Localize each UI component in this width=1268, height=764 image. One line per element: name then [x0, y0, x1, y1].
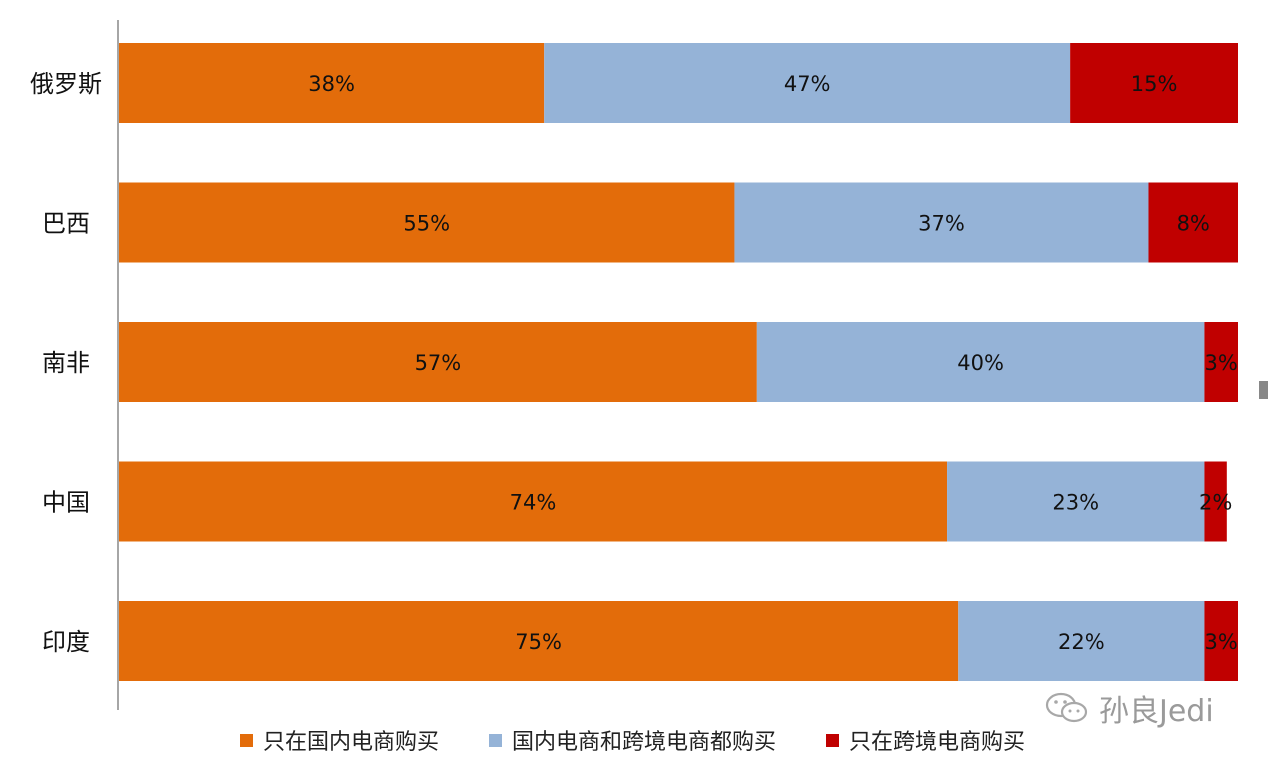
legend-label-domestic-only: 只在国内电商购买 [263, 730, 440, 755]
watermark: 孙良Jedi [1045, 686, 1214, 730]
bar-segment-3-0 [119, 461, 948, 542]
data-label-4-2: 3% [1205, 630, 1238, 654]
category-label-4: 印度 [42, 628, 90, 656]
data-label-0-1: 47% [784, 72, 831, 96]
category-label-0: 俄罗斯 [30, 70, 102, 98]
bar-segment-1-0 [119, 182, 735, 263]
bar-segment-3-2 [1204, 461, 1227, 542]
bar-segment-0-0 [119, 43, 545, 123]
data-label-3-2: 2% [1199, 491, 1232, 515]
data-label-1-0: 55% [403, 212, 450, 236]
legend-item-both: 国内电商和跨境电商都购买 [489, 724, 776, 756]
wechat-icon [1045, 692, 1088, 723]
bar-segment-4-1 [958, 601, 1205, 681]
category-label-3: 中国 [42, 489, 90, 517]
bar-segment-0-2 [1070, 43, 1238, 123]
bar-segment-1-1 [734, 182, 1149, 263]
data-label-4-0: 75% [515, 630, 562, 654]
data-label-2-0: 57% [415, 351, 462, 375]
edge-mark [1259, 381, 1268, 399]
category-label-1: 巴西 [42, 210, 90, 238]
bar-segment-2-0 [119, 322, 757, 402]
data-label-3-1: 23% [1052, 491, 1099, 515]
data-label-4-1: 22% [1058, 630, 1105, 654]
bar-segment-2-1 [756, 322, 1205, 402]
watermark-text: 孙良Jedi [1099, 694, 1214, 729]
legend-swatch-domestic-only [240, 733, 253, 747]
bar-segment-4-2 [1204, 601, 1238, 681]
data-label-2-2: 3% [1205, 351, 1238, 375]
bar-segment-1-2 [1148, 182, 1238, 263]
bar-segment-4-0 [119, 601, 959, 681]
legend-item-domestic-only: 只在国内电商购买 [240, 724, 439, 756]
bar-segment-0-1 [544, 43, 1071, 123]
legend: 只在国内电商购买 国内电商和跨境电商都购买 只在跨境电商购买 [240, 724, 1075, 756]
data-label-0-0: 38% [308, 72, 355, 96]
legend-swatch-both [489, 733, 503, 747]
legend-item-crossborder-only: 只在跨境电商购买 [826, 724, 1025, 756]
data-label-1-1: 37% [918, 212, 965, 236]
bar-segment-3-1 [947, 461, 1205, 542]
category-label-2: 南非 [42, 349, 90, 377]
legend-label-both: 国内电商和跨境电商都购买 [512, 730, 777, 755]
data-label-1-2: 8% [1177, 212, 1210, 236]
legend-label-crossborder-only: 只在跨境电商购买 [849, 730, 1026, 755]
data-label-0-2: 15% [1131, 72, 1178, 96]
legend-swatch-crossborder-only [826, 733, 840, 747]
bar-segment-2-2 [1204, 322, 1238, 402]
data-label-3-0: 74% [510, 491, 557, 515]
data-label-2-1: 40% [957, 351, 1004, 375]
